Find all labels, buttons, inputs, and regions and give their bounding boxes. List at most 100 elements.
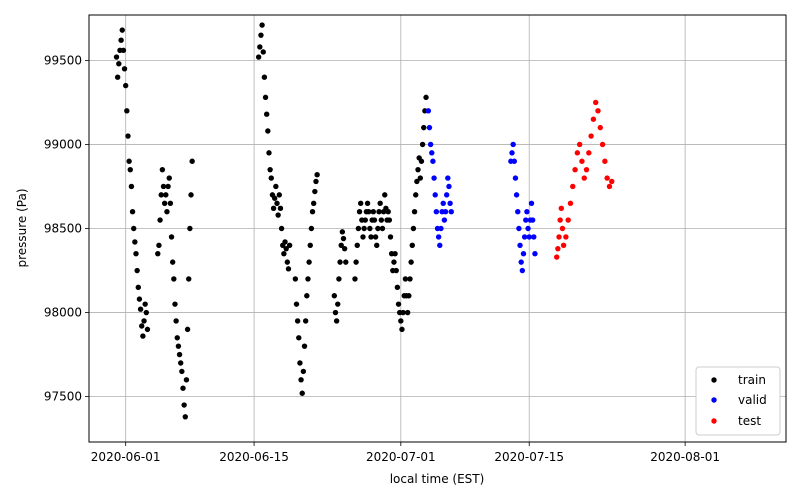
data-point-train xyxy=(301,343,308,349)
data-point-train xyxy=(277,205,284,212)
data-point-train xyxy=(298,377,304,383)
data-point-train xyxy=(129,208,136,215)
data-point-valid xyxy=(437,242,443,249)
data-point-train xyxy=(354,242,360,249)
data-point-test xyxy=(572,166,578,173)
data-point-train xyxy=(261,74,268,80)
data-point-train xyxy=(371,217,378,223)
data-point-train xyxy=(355,225,362,232)
data-point-test xyxy=(563,234,569,240)
data-point-train xyxy=(360,234,366,240)
data-point-test xyxy=(558,205,565,212)
data-point-train xyxy=(377,200,383,206)
data-point-valid xyxy=(517,242,523,249)
data-point-valid xyxy=(512,175,519,181)
y-axis-label: pressure (Pa) xyxy=(15,188,29,267)
data-point-train xyxy=(160,183,167,190)
data-point-train xyxy=(310,200,317,206)
data-point-valid xyxy=(516,225,522,232)
data-point-train xyxy=(296,335,302,341)
data-point-train xyxy=(135,284,141,291)
x-tick-label: 2020-06-01 xyxy=(91,450,161,464)
data-point-train xyxy=(176,351,183,358)
data-point-train xyxy=(270,205,277,212)
data-point-train xyxy=(313,178,319,185)
data-point-train xyxy=(368,234,374,240)
data-point-train xyxy=(188,192,194,198)
data-point-train xyxy=(179,368,185,375)
x-tick-label: 2020-07-01 xyxy=(366,450,436,464)
data-point-train xyxy=(267,166,273,173)
grid-lines xyxy=(89,15,786,442)
data-point-train xyxy=(409,242,415,249)
data-point-train xyxy=(173,318,179,324)
data-point-valid xyxy=(425,108,432,114)
y-tick-label: 98500 xyxy=(44,222,82,236)
data-point-valid xyxy=(519,267,526,274)
data-point-train xyxy=(305,276,311,282)
data-point-train xyxy=(379,225,386,232)
data-point-train xyxy=(159,166,166,173)
data-point-train xyxy=(157,217,163,223)
data-point-train xyxy=(340,235,347,242)
data-point-train xyxy=(120,47,127,53)
data-point-train xyxy=(127,166,133,173)
data-point-test xyxy=(565,217,571,223)
data-point-test xyxy=(599,141,606,148)
data-point-train xyxy=(357,200,364,206)
legend-label-valid: valid xyxy=(738,393,767,407)
data-point-train xyxy=(265,128,271,134)
data-point-train xyxy=(139,323,145,329)
data-point-train xyxy=(263,111,270,117)
data-point-test xyxy=(576,141,583,148)
data-point-train xyxy=(142,301,148,307)
data-point-train xyxy=(125,133,131,139)
data-point-train xyxy=(297,360,303,366)
data-point-test xyxy=(574,150,581,156)
data-point-train xyxy=(122,82,129,89)
data-point-test xyxy=(606,183,613,190)
data-point-train xyxy=(418,158,425,164)
data-point-train xyxy=(307,242,313,249)
data-point-train xyxy=(411,208,418,215)
data-point-train xyxy=(168,234,175,240)
data-point-valid xyxy=(431,175,437,181)
data-point-train xyxy=(361,225,367,232)
data-point-test xyxy=(579,158,585,164)
data-point-test xyxy=(567,200,574,206)
data-point-train xyxy=(331,293,338,299)
data-point-test xyxy=(586,150,592,156)
legend-label-test: test xyxy=(738,414,761,428)
data-point-valid xyxy=(427,141,434,148)
data-point-train xyxy=(333,318,340,324)
data-point-train xyxy=(293,301,300,307)
data-point-train xyxy=(391,259,397,265)
y-tick-label: 97500 xyxy=(44,390,82,404)
data-point-train xyxy=(304,293,310,299)
data-point-test xyxy=(581,175,587,181)
data-point-train xyxy=(161,200,168,206)
data-point-test xyxy=(595,108,601,114)
data-point-train xyxy=(308,225,315,232)
data-point-train xyxy=(314,172,320,178)
data-point-test xyxy=(560,242,567,249)
data-point-train xyxy=(156,242,162,249)
data-point-test xyxy=(604,175,610,181)
x-tick-label: 2020-07-15 xyxy=(494,450,564,464)
data-point-valid xyxy=(510,141,516,148)
data-point-train xyxy=(186,276,192,282)
data-point-train xyxy=(131,225,137,232)
data-point-valid xyxy=(518,259,524,265)
data-point-train xyxy=(178,360,184,366)
data-point-train xyxy=(260,49,266,55)
data-point-train xyxy=(285,266,292,272)
data-point-train xyxy=(299,390,305,396)
data-point-train xyxy=(163,192,169,198)
data-point-train xyxy=(183,377,190,383)
data-point-train xyxy=(258,32,264,38)
data-point-train xyxy=(309,208,316,215)
data-point-train xyxy=(276,192,282,198)
data-point-valid xyxy=(429,150,435,156)
x-tick-label: 2020-08-01 xyxy=(650,450,720,464)
